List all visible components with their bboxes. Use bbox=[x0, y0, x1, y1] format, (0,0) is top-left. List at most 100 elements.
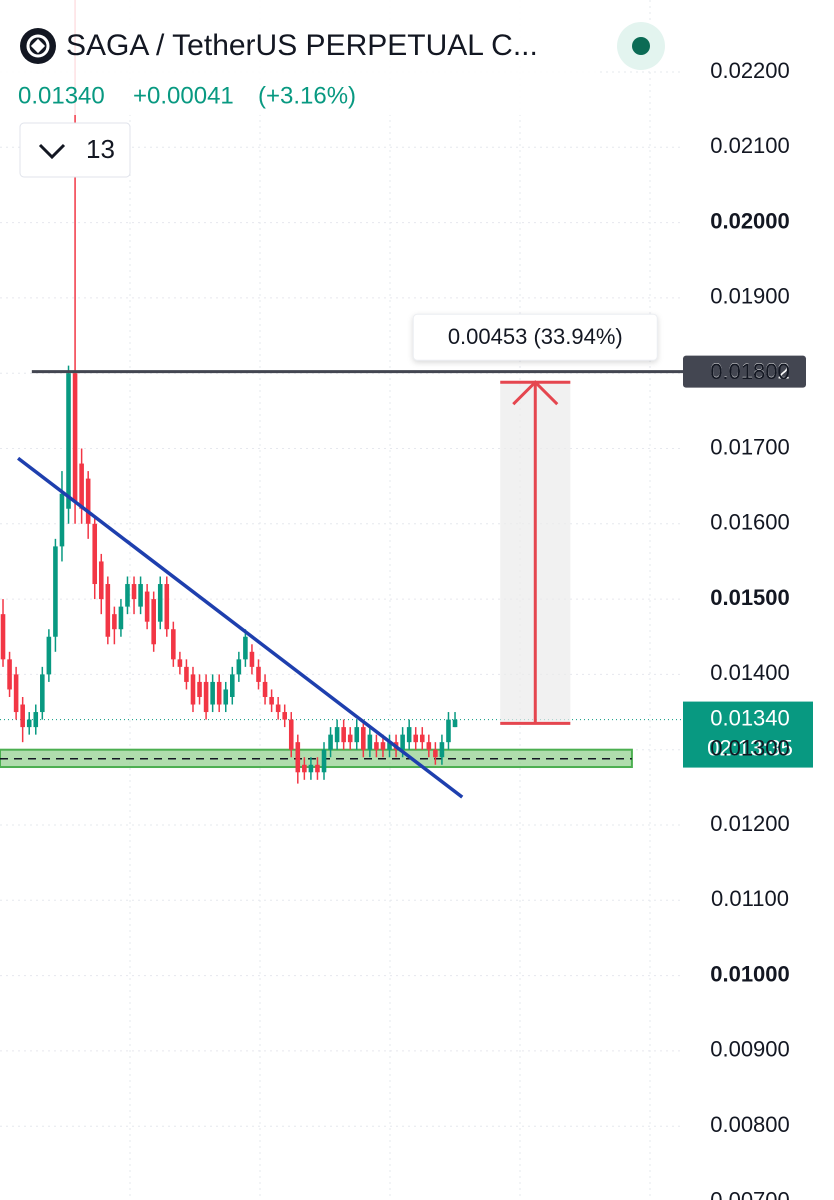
candle-body bbox=[315, 764, 320, 773]
candle-body bbox=[40, 674, 45, 713]
candle-body bbox=[20, 704, 25, 728]
candle-body bbox=[308, 764, 314, 773]
candle-body bbox=[66, 373, 71, 509]
candle-body bbox=[151, 599, 156, 645]
candle-body bbox=[131, 584, 137, 600]
candle-body bbox=[275, 704, 281, 713]
candle-body bbox=[452, 719, 458, 728]
candle-body bbox=[413, 734, 419, 743]
interval-box[interactable] bbox=[19, 122, 131, 178]
candle-body bbox=[223, 689, 229, 705]
candle-body bbox=[406, 727, 412, 743]
candle-body bbox=[262, 681, 268, 697]
candle-body bbox=[236, 659, 242, 675]
candle-body bbox=[439, 742, 445, 758]
price-change-pct: (+3.16%) bbox=[258, 82, 356, 109]
candle-body bbox=[328, 734, 333, 750]
candle-body bbox=[426, 742, 432, 750]
candle-body bbox=[26, 719, 32, 728]
y-tick-label: 0.01300 bbox=[710, 736, 790, 761]
candle-body bbox=[374, 742, 379, 750]
hline-label-bg bbox=[683, 355, 806, 388]
candle-body bbox=[92, 523, 98, 585]
candle-body bbox=[13, 674, 19, 713]
candle-body bbox=[341, 727, 346, 743]
candle-body bbox=[288, 719, 294, 750]
y-tick-label: 0.02100 bbox=[710, 133, 790, 158]
candle-body bbox=[400, 734, 405, 750]
measure-label: 0.00453 (33.94%) bbox=[448, 324, 623, 349]
symbol-title: SAGA / TetherUS PERPETUAL C... bbox=[66, 29, 538, 62]
candle-body bbox=[269, 696, 274, 705]
logo-mark bbox=[30, 38, 46, 54]
candle-body bbox=[210, 681, 215, 705]
candle-body bbox=[171, 629, 176, 660]
status-dot bbox=[632, 37, 650, 55]
candle-body bbox=[138, 584, 143, 607]
y-tick-label: 0.00700 bbox=[710, 1187, 790, 1200]
candle-body bbox=[46, 636, 52, 675]
candle-body bbox=[216, 681, 222, 705]
candle-body bbox=[72, 373, 78, 502]
y-tick-label: 0.01600 bbox=[710, 510, 790, 535]
logo-ring bbox=[26, 34, 50, 58]
candle-body bbox=[53, 546, 58, 637]
candle-body bbox=[446, 719, 451, 743]
y-tick-label: 0.02000 bbox=[710, 208, 790, 233]
candle-body bbox=[361, 727, 366, 750]
last-price: 0.01340 bbox=[18, 82, 105, 109]
candle-body bbox=[112, 614, 117, 630]
candle-body bbox=[433, 749, 438, 758]
last-price-label: 0.01340 bbox=[710, 705, 790, 730]
header-bg bbox=[0, 0, 600, 115]
candle-body bbox=[98, 561, 104, 600]
trendline bbox=[17, 456, 464, 799]
candle-body bbox=[33, 712, 39, 728]
candle-body bbox=[321, 749, 327, 773]
candle-body bbox=[197, 681, 202, 697]
y-tick-label: 0.01100 bbox=[711, 886, 789, 911]
y-tick-label: 0.01800 bbox=[710, 359, 790, 384]
candle-body bbox=[118, 606, 124, 630]
candle-body bbox=[125, 584, 130, 607]
candle-body bbox=[334, 727, 340, 743]
y-tick-label: 0.01200 bbox=[710, 811, 790, 836]
candle-body bbox=[79, 463, 84, 509]
measure-label-bg bbox=[412, 313, 658, 361]
y-tick-label: 0.00900 bbox=[710, 1037, 790, 1062]
candle-body bbox=[243, 636, 248, 660]
candle-body bbox=[367, 734, 373, 750]
last-price-tag bbox=[683, 701, 813, 768]
measure-arrow bbox=[512, 380, 559, 406]
candle-body bbox=[157, 584, 163, 622]
countdown: 02:13:35 bbox=[707, 735, 793, 760]
grid bbox=[0, 0, 683, 1200]
candle-body bbox=[203, 681, 209, 713]
candle-body bbox=[184, 666, 189, 682]
candle-body bbox=[295, 742, 301, 773]
candle-body bbox=[0, 614, 6, 660]
candle-body bbox=[230, 674, 235, 697]
hline-label: 0.01802 bbox=[710, 358, 790, 383]
y-tick-label: 0.01000 bbox=[710, 961, 790, 986]
candle-body bbox=[380, 742, 386, 750]
candle-body bbox=[164, 584, 170, 630]
y-tick-label: 0.01500 bbox=[710, 585, 790, 610]
y-tick-label: 0.01700 bbox=[710, 434, 790, 459]
candle-body bbox=[85, 478, 91, 524]
y-tick-label: 0.00800 bbox=[710, 1112, 790, 1137]
y-tick-label: 0.01400 bbox=[710, 660, 790, 685]
candle-body bbox=[256, 666, 261, 682]
candle-body bbox=[249, 651, 255, 667]
candle-body bbox=[302, 764, 307, 773]
candle-body bbox=[144, 591, 150, 622]
price-axis: 0.02200 0.02100 0.02000 0.01900 0.01800 0.017… bbox=[710, 58, 790, 1200]
overlay: 0.01802 0.00453 (33.94%) 0.01340 02:13:35 bbox=[412, 313, 813, 768]
candle-body bbox=[354, 727, 360, 743]
candle-body bbox=[105, 584, 111, 637]
candle-body bbox=[190, 674, 196, 705]
candle-body bbox=[7, 659, 12, 690]
candle-body bbox=[59, 493, 65, 547]
candle-body bbox=[419, 734, 425, 743]
